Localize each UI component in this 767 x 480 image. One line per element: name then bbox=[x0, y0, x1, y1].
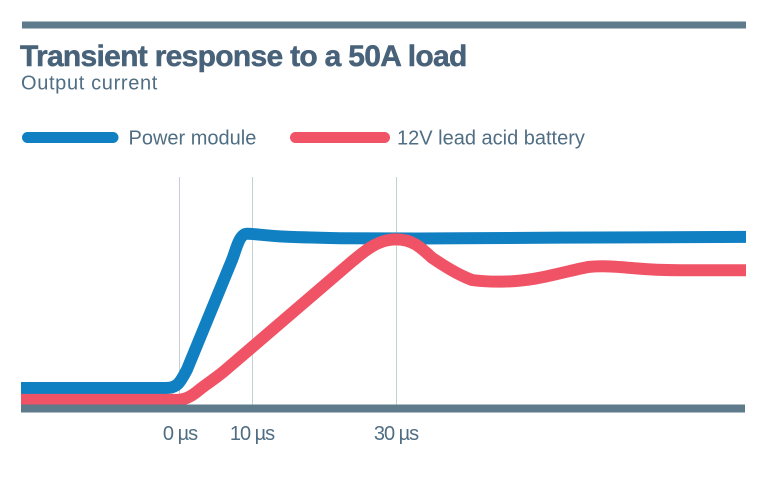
svg-text:30 µs: 30 µs bbox=[374, 423, 419, 445]
svg-text:12V lead acid battery: 12V lead acid battery bbox=[397, 128, 585, 150]
svg-text:10 µs: 10 µs bbox=[230, 423, 275, 445]
svg-text:Power module: Power module bbox=[129, 128, 257, 150]
svg-text:0 µs: 0 µs bbox=[163, 423, 198, 445]
svg-text:Transient response to a 50A lo: Transient response to a 50A load bbox=[20, 40, 467, 73]
svg-text:Output current: Output current bbox=[21, 73, 158, 95]
